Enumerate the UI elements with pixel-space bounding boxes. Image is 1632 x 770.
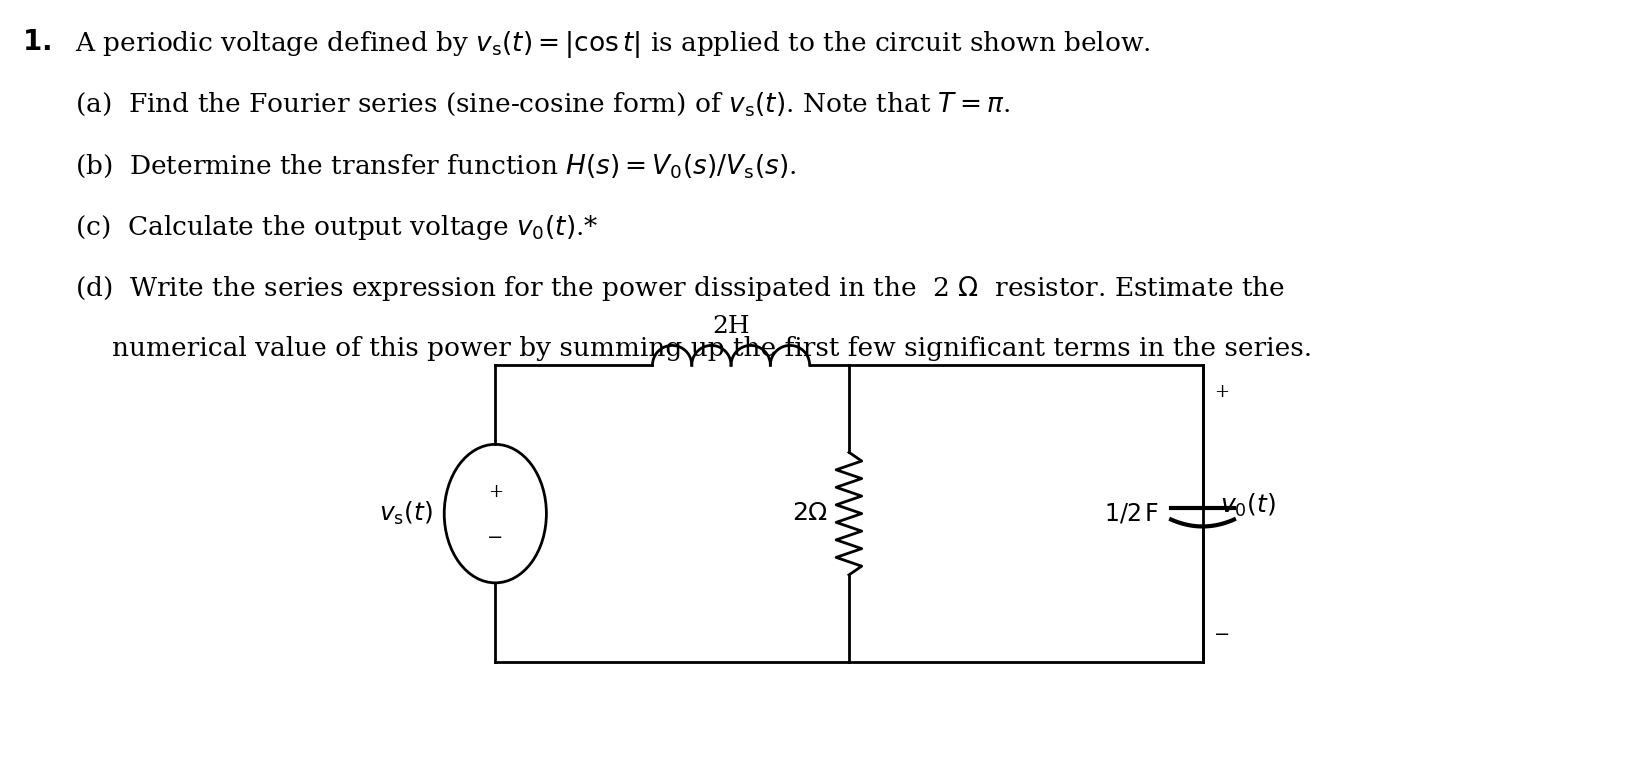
Text: numerical value of this power by summing up the first few significant terms in t: numerical value of this power by summing… <box>113 336 1312 360</box>
Text: $\mathbf{1.}$: $\mathbf{1.}$ <box>21 29 51 56</box>
Text: 2H: 2H <box>712 314 749 337</box>
Text: (c)  Calculate the output voltage $v_0(t)$.*: (c) Calculate the output voltage $v_0(t)… <box>75 213 599 242</box>
Text: $1/2\,\mathrm{F}$: $1/2\,\mathrm{F}$ <box>1105 501 1159 526</box>
Text: (d)  Write the series expression for the power dissipated in the  2 $\Omega$  re: (d) Write the series expression for the … <box>75 274 1284 303</box>
Text: −: − <box>1214 626 1231 644</box>
Text: $v_0(t)$: $v_0(t)$ <box>1221 492 1276 519</box>
Text: −: − <box>486 529 504 547</box>
Text: +: + <box>1214 383 1229 401</box>
Text: $v_{\rm s}(t)$: $v_{\rm s}(t)$ <box>379 500 432 527</box>
Text: +: + <box>488 483 503 501</box>
Text: $2\Omega$: $2\Omega$ <box>792 502 829 525</box>
Text: (b)  Determine the transfer function $H(s) = V_0(s)/V_{\rm s}(s)$.: (b) Determine the transfer function $H(s… <box>75 152 796 179</box>
Text: A periodic voltage defined by $v_{\rm s}(t) = |\cos t|$ is applied to the circui: A periodic voltage defined by $v_{\rm s}… <box>75 29 1151 60</box>
Text: (a)  Find the Fourier series (sine-cosine form) of $v_{\rm s}(t)$. Note that $T : (a) Find the Fourier series (sine-cosine… <box>75 90 1010 119</box>
